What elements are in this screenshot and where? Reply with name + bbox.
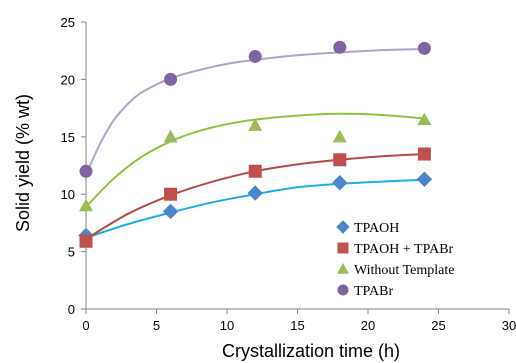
data-point-tpaoh-tpabr: [248, 164, 262, 178]
legend-label-tpabr: TPABr: [354, 284, 394, 299]
x-tick-label: 30: [502, 318, 516, 333]
data-point-tpaoh-tpabr: [79, 234, 93, 248]
x-axis-title: Crystallization time (h): [222, 341, 400, 361]
legend-marker-without-template: [337, 263, 349, 274]
y-tick-label: 5: [68, 245, 75, 260]
legend-marker-tpaoh-tpabr: [337, 242, 349, 254]
data-point-without-template: [332, 129, 347, 143]
data-point-tpaoh: [332, 175, 348, 191]
data-point-tpabr: [417, 41, 431, 55]
y-tick-label: 25: [61, 15, 75, 30]
y-tick-label: 10: [61, 187, 75, 202]
data-point-tpaoh: [162, 203, 179, 220]
x-tick-label: 15: [290, 318, 304, 333]
data-point-tpaoh: [416, 171, 433, 187]
y-tick-label: 15: [61, 130, 75, 145]
y-tick-label: 0: [68, 302, 75, 317]
trendline-without-template: [85, 112, 425, 208]
y-tick-label: 20: [61, 72, 75, 87]
trendlines-layer: [85, 48, 425, 240]
x-tick-label: 20: [361, 318, 375, 333]
data-point-tpabr: [79, 164, 93, 178]
data-point-without-template: [163, 129, 178, 143]
x-tick-label: 5: [153, 318, 160, 333]
y-axis-title: Solid yield (% wt): [13, 94, 33, 232]
x-tick-label: 10: [220, 318, 234, 333]
x-tick-label: 25: [431, 318, 445, 333]
data-point-without-template: [248, 118, 263, 131]
legend-marker-tpabr: [337, 284, 349, 296]
markers-layer: [78, 40, 433, 248]
legend: TPAOH TPAOH + TPABr Without Template TPABr: [336, 220, 454, 299]
legend-marker-tpaoh: [336, 220, 350, 234]
data-point-tpaoh-tpabr: [164, 187, 178, 201]
data-point-tpaoh: [247, 185, 263, 201]
legend-label-without-template: Without Template: [354, 263, 454, 278]
legend-label-tpaoh-tpabr: TPAOH + TPABr: [354, 242, 454, 257]
axes-layer: 0 5 10 15 20 25 30 0 5 10 15 20 25: [61, 15, 516, 333]
data-point-tpaoh-tpabr: [333, 153, 347, 167]
legend-label-tpaoh: TPAOH: [354, 221, 399, 236]
data-point-tpabr: [164, 72, 178, 86]
data-point-tpaoh-tpabr: [417, 147, 431, 161]
data-point-without-template: [79, 198, 93, 212]
trendline-tpabr: [85, 48, 425, 176]
data-point-without-template: [417, 112, 432, 126]
x-tick-label: 0: [82, 318, 89, 333]
data-point-tpabr: [333, 40, 347, 54]
data-point-tpabr: [248, 49, 262, 63]
